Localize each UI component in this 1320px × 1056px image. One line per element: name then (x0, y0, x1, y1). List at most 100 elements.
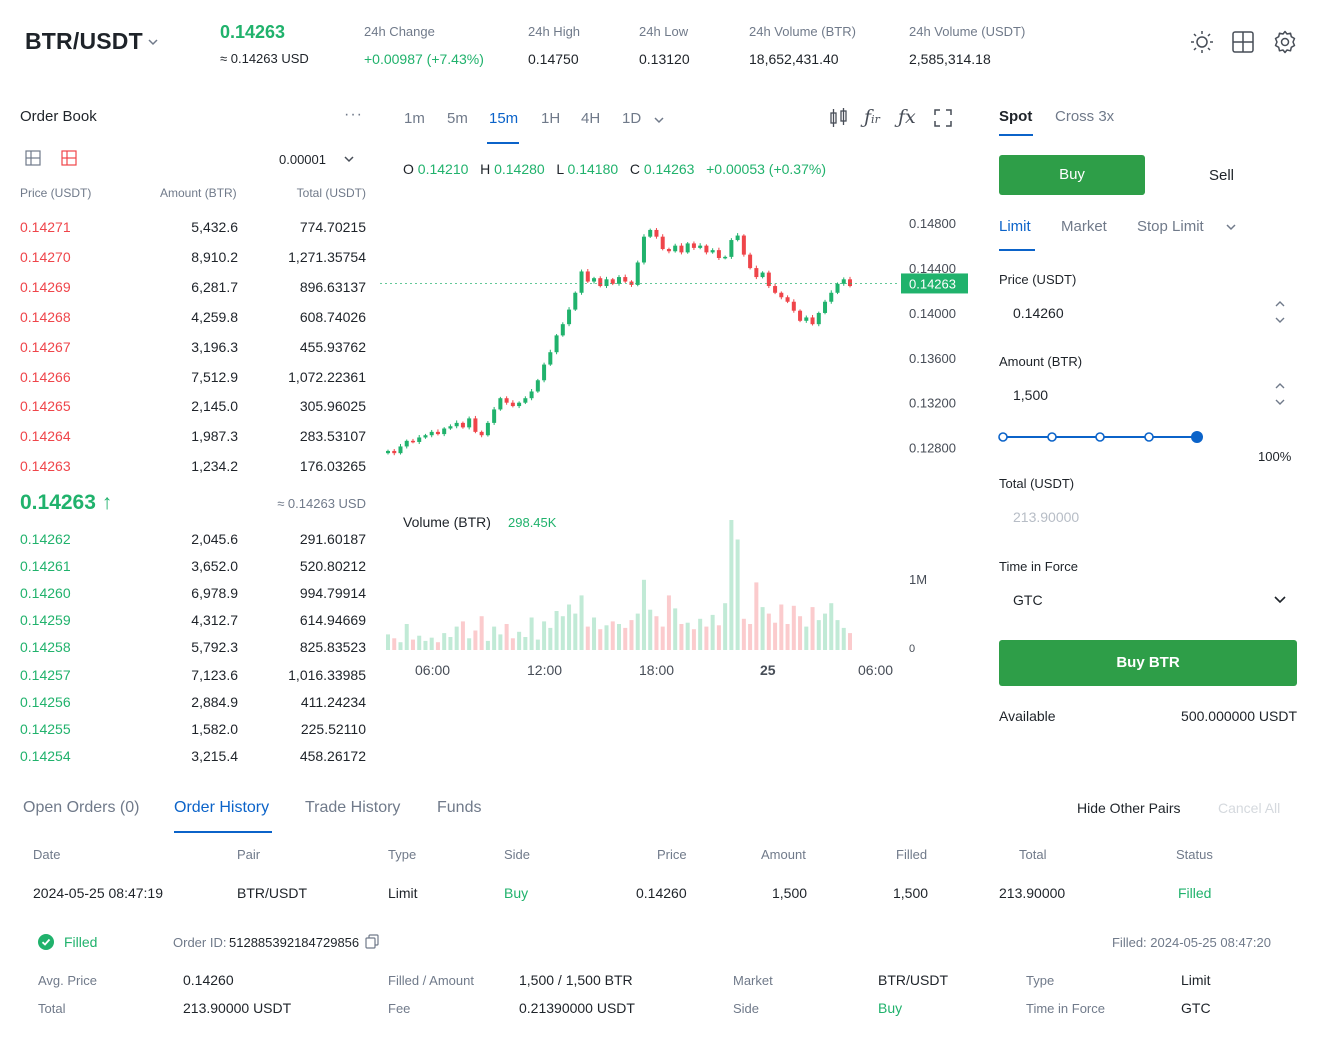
bids-row[interactable]: 0.14260 6,978.9 994.79914 (20, 585, 366, 605)
slider-stop-25[interactable] (1047, 432, 1057, 442)
pair-title[interactable]: BTR/USDT (25, 28, 143, 54)
candle-body (429, 431, 434, 436)
stat-value-volume-btr: 18,652,431.40 (749, 51, 839, 67)
candle-body (510, 402, 515, 407)
price-input[interactable]: 0.14260 (1013, 305, 1064, 321)
asks-amount: 2,145.0 (191, 398, 238, 415)
volume-bar (835, 620, 840, 650)
bids-row[interactable]: 0.14254 3,215.4 458.26172 (20, 748, 366, 768)
bids-row[interactable]: 0.14258 5,792.3 825.83523 (20, 639, 366, 659)
asks-price: 0.14263 (20, 458, 71, 475)
price-chart[interactable]: 0.14800 0.14400 0.14000 0.13600 0.13200 0.128… (380, 190, 980, 690)
timeframe-4H[interactable]: 4H (581, 110, 601, 127)
bids-row[interactable]: 0.14262 2,045.6 291.60187 (20, 531, 366, 551)
precision-select[interactable]: 0.00001 (279, 152, 326, 167)
candle-type-icon[interactable] (828, 107, 850, 129)
timeframe-more-chevron-icon[interactable] (653, 115, 665, 125)
asks-row[interactable]: 0.14268 4,259.8 608.74026 (20, 309, 366, 329)
settings-gear-icon[interactable] (1272, 29, 1298, 55)
current-price-tag: 0.14263 (909, 276, 956, 291)
pair-dropdown-chevron-icon[interactable] (147, 37, 159, 47)
amount-slider[interactable] (997, 428, 1203, 446)
ohlc-change: +0.00053 (+0.37%) (706, 161, 826, 177)
candle-body (404, 440, 409, 447)
amount-stepper-icon[interactable] (1273, 380, 1287, 408)
bids-row[interactable]: 0.14257 7,123.6 1,016.33985 (20, 667, 366, 687)
bids-row[interactable]: 0.14261 3,652.0 520.80212 (20, 558, 366, 578)
tif-select[interactable]: GTC (1013, 592, 1043, 608)
asks-total: 176.03265 (299, 458, 366, 475)
tab-order-history[interactable]: Order History (174, 799, 270, 816)
asks-row[interactable]: 0.14266 7,512.9 1,072.22361 (20, 369, 366, 389)
candle-body (785, 297, 790, 302)
candle-body (691, 243, 696, 248)
asks-row[interactable]: 0.14270 8,910.2 1,271.35754 (20, 249, 366, 269)
candle-body (766, 272, 771, 287)
candle-body (798, 310, 803, 321)
theme-sun-icon[interactable] (1189, 29, 1215, 55)
more-options-icon[interactable]: ··· (344, 106, 363, 123)
sell-side-button[interactable]: Sell (1209, 167, 1235, 184)
hist-cell-side: Buy (504, 885, 529, 901)
tab-open-orders[interactable]: Open Orders (0) (23, 799, 140, 816)
bids-row[interactable]: 0.14259 4,312.7 614.94669 (20, 612, 366, 632)
slider-stop-0[interactable] (998, 432, 1008, 442)
timeframe-15m[interactable]: 15m (489, 110, 519, 127)
precision-chevron-down-icon[interactable] (343, 154, 355, 164)
slider-stop-75[interactable] (1144, 432, 1154, 442)
timeframe-active-underline (487, 142, 519, 144)
orderbook-both-view-icon[interactable] (25, 150, 41, 166)
orderbook-asks-view-icon[interactable] (61, 150, 77, 166)
buy-btr-button[interactable]: Buy BTR (999, 640, 1297, 686)
asks-total: 305.96025 (299, 398, 366, 415)
tab-funds[interactable]: Funds (437, 799, 482, 816)
fullscreen-icon[interactable] (933, 108, 953, 128)
asks-row[interactable]: 0.14267 3,196.3 455.93762 (20, 339, 366, 359)
amount-input[interactable]: 1,500 (1013, 387, 1049, 403)
candle-body (592, 278, 597, 282)
indicators-icon[interactable]: ƒir (864, 106, 880, 128)
asks-row[interactable]: 0.14269 6,281.7 896.63137 (20, 279, 366, 299)
tab-cross[interactable]: Cross 3x (1055, 108, 1115, 125)
volume-bar (735, 539, 740, 650)
asks-row[interactable]: 0.14264 1,987.3 283.53107 (20, 428, 366, 448)
bids-row[interactable]: 0.14255 1,582.0 225.52110 (20, 721, 366, 741)
last-price-usd: ≈ 0.14263 USD (220, 51, 309, 66)
timeframe-1m[interactable]: 1m (404, 110, 425, 127)
hist-cell-price: 0.14260 (636, 885, 687, 901)
timeframe-1D[interactable]: 1D (622, 110, 642, 127)
copy-icon[interactable] (365, 934, 379, 949)
volume-axis-tick: 0 (909, 643, 915, 655)
asks-row[interactable]: 0.14265 2,145.0 305.96025 (20, 398, 366, 418)
price-stepper-icon[interactable] (1273, 298, 1287, 326)
layout-grid-icon[interactable] (1231, 30, 1255, 54)
buy-side-button[interactable]: Buy (999, 155, 1145, 195)
slider-handle[interactable] (1191, 431, 1203, 443)
asks-row[interactable]: 0.14271 5,432.6 774.70215 (20, 219, 366, 239)
tab-spot[interactable]: Spot (999, 108, 1033, 125)
timeframe-1H[interactable]: 1H (541, 110, 561, 127)
detail-status: Filled (64, 934, 98, 950)
function-fx-icon[interactable]: ƒx (898, 106, 916, 128)
order-type-chevron-icon[interactable] (1225, 222, 1237, 232)
tif-chevron-down-icon[interactable] (1273, 594, 1287, 606)
hist-cell-date: 2024-05-25 08:47:19 (33, 885, 163, 901)
tab-trade-history[interactable]: Trade History (305, 799, 401, 816)
available-value: 500.000000 USDT (1181, 708, 1297, 724)
hist-col-type: Type (388, 847, 417, 862)
slider-stop-50[interactable] (1095, 432, 1105, 442)
order-type-market[interactable]: Market (1061, 218, 1107, 235)
order-type-stop-limit[interactable]: Stop Limit (1137, 218, 1204, 235)
bids-row[interactable]: 0.14256 2,884.9 411.24234 (20, 694, 366, 714)
total-input[interactable]: 213.90000 (1013, 509, 1080, 525)
price-axis-tick: 0.14800 (909, 216, 956, 231)
price-axis-tick: 0.12800 (909, 441, 956, 456)
asks-amount: 6,281.7 (191, 278, 238, 295)
order-type-limit[interactable]: Limit (999, 218, 1031, 235)
asks-row[interactable]: 0.14263 1,234.2 176.03265 (20, 458, 366, 478)
volume-bar (485, 640, 490, 650)
hide-other-pairs-toggle[interactable]: Hide Other Pairs (1077, 800, 1181, 816)
cancel-all-button[interactable]: Cancel All (1218, 800, 1281, 816)
timeframe-5m[interactable]: 5m (447, 110, 468, 127)
stat-label-volume-usdt: 24h Volume (USDT) (909, 24, 1026, 39)
